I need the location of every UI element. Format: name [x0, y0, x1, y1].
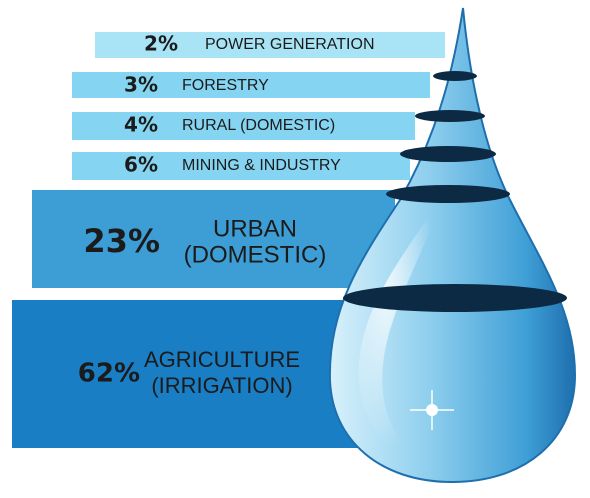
- category-label: FORESTRY: [182, 77, 269, 94]
- percent: 4%: [124, 113, 158, 137]
- percent: 23%: [83, 222, 160, 260]
- bar: [72, 152, 410, 180]
- labels: 2% POWER GENERATION 3% FORESTRY 4% RURAL (DOM…: [78, 32, 375, 398]
- water-drop: [328, 7, 577, 484]
- percent: 3%: [124, 73, 158, 97]
- bar: [95, 32, 445, 58]
- category-label: MINING & INDUSTRY: [182, 157, 341, 174]
- category-label: AGRICULTURE: [144, 347, 300, 372]
- percent: 62%: [78, 359, 140, 389]
- bar: [72, 112, 415, 140]
- percent: 2%: [144, 32, 178, 56]
- category-label: URBAN: [213, 215, 297, 242]
- bar: [32, 190, 395, 288]
- category-label: (DOMESTIC): [184, 241, 327, 268]
- category-label: (IRRIGATION): [151, 373, 292, 398]
- bars: [12, 32, 445, 448]
- category-label: POWER GENERATION: [205, 36, 375, 53]
- bar: [12, 300, 360, 448]
- percent: 6%: [124, 153, 158, 177]
- category-label: RURAL (DOMESTIC): [182, 117, 335, 134]
- bar: [72, 72, 430, 98]
